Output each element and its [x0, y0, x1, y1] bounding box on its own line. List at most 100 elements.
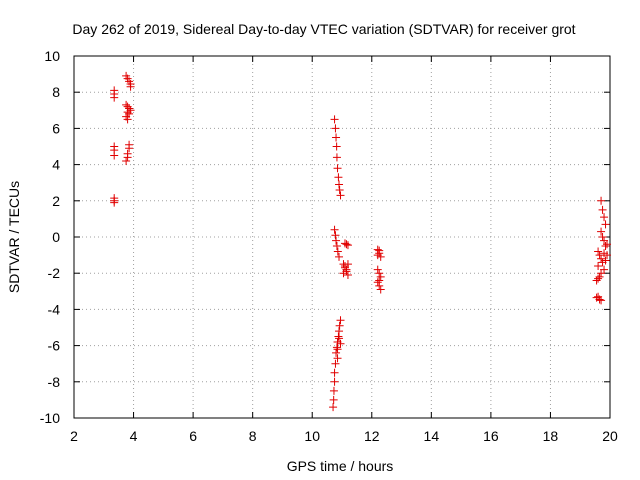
data-point [339, 269, 348, 278]
data-point [376, 285, 385, 294]
data-point [592, 276, 601, 285]
data-point [600, 213, 609, 222]
y-tick-label: 0 [52, 229, 60, 245]
data-point [595, 251, 604, 260]
data-point [334, 173, 343, 182]
data-points [110, 71, 612, 412]
data-point [375, 269, 384, 278]
data-point [598, 205, 607, 214]
data-point [335, 321, 344, 330]
y-tick-label: -2 [48, 265, 61, 281]
x-tick-label: 16 [483, 428, 499, 444]
data-point [592, 293, 601, 302]
data-point [594, 247, 603, 256]
data-point [332, 348, 341, 357]
data-point [373, 278, 382, 287]
data-point [122, 156, 131, 165]
data-point [330, 225, 339, 234]
y-tick-label: -6 [48, 338, 61, 354]
data-point [333, 164, 342, 173]
data-point [330, 115, 339, 124]
data-point [375, 246, 384, 255]
x-tick-label: 12 [364, 428, 380, 444]
data-point [597, 196, 606, 205]
data-point [333, 345, 342, 354]
y-tick-label: -8 [48, 374, 61, 390]
x-tick-label: 6 [189, 428, 197, 444]
data-point [123, 115, 132, 124]
data-point [343, 241, 352, 250]
data-point [343, 260, 352, 269]
data-point [335, 252, 344, 261]
data-point [343, 271, 352, 280]
data-point [332, 153, 341, 162]
data-point [603, 240, 612, 249]
data-point [335, 185, 344, 194]
data-point [594, 261, 603, 270]
y-tick-label: -4 [48, 301, 61, 317]
data-point [110, 198, 119, 207]
data-point [333, 354, 342, 363]
data-point [123, 108, 132, 117]
data-point [598, 233, 607, 241]
data-point [375, 276, 384, 285]
x-tick-label: 18 [543, 428, 559, 444]
data-point [594, 274, 603, 283]
data-point [597, 296, 606, 305]
data-point [373, 251, 382, 260]
x-axis-label: GPS time / hours [287, 458, 394, 474]
data-point [336, 191, 345, 200]
data-point [342, 240, 351, 249]
data-point [601, 220, 610, 229]
data-point [332, 343, 341, 352]
data-point [335, 334, 344, 343]
data-point [376, 272, 385, 281]
data-point [125, 144, 134, 153]
data-point [373, 265, 382, 274]
y-tick-label: 8 [52, 84, 60, 100]
x-tick-label: 8 [249, 428, 257, 444]
y-tick-label: -10 [40, 410, 60, 426]
data-point [110, 93, 119, 102]
data-point [332, 142, 341, 151]
data-point [597, 254, 606, 263]
data-point [329, 386, 338, 395]
data-point [600, 249, 609, 258]
data-point [335, 327, 344, 336]
data-point [597, 227, 606, 236]
data-point [329, 403, 338, 412]
x-tick-label: 14 [424, 428, 440, 444]
tick-labels: 2 4 6 8 10 12 14 16 18 20 -10 -8 -6 -4 -2 0 2 4 6 8 10 [40, 48, 618, 444]
data-point [123, 153, 132, 162]
data-point [331, 231, 340, 240]
data-point [597, 269, 606, 278]
data-point [332, 242, 341, 251]
data-point [335, 180, 344, 189]
y-tick-label: 6 [52, 120, 60, 136]
ticks [73, 55, 611, 419]
data-point [334, 332, 343, 341]
x-tick-label: 20 [602, 428, 618, 444]
x-tick-label: 4 [130, 428, 138, 444]
data-point [333, 247, 342, 256]
data-point [332, 133, 341, 142]
data-point [330, 377, 339, 386]
y-tick-label: 10 [44, 48, 60, 64]
data-point [332, 236, 341, 245]
data-point [126, 82, 135, 91]
data-point [331, 359, 340, 368]
data-point [601, 256, 610, 265]
data-point [329, 395, 338, 404]
data-point [336, 316, 345, 325]
y-axis-label: SDTVAR / TECUs [6, 181, 22, 293]
x-tick-label: 10 [304, 428, 320, 444]
data-point [601, 242, 610, 251]
x-tick-label: 2 [70, 428, 78, 444]
data-point [336, 339, 345, 348]
y-tick-label: 4 [52, 157, 60, 173]
data-point [110, 151, 119, 160]
data-point [330, 368, 339, 377]
y-tick-label: 2 [52, 193, 60, 209]
